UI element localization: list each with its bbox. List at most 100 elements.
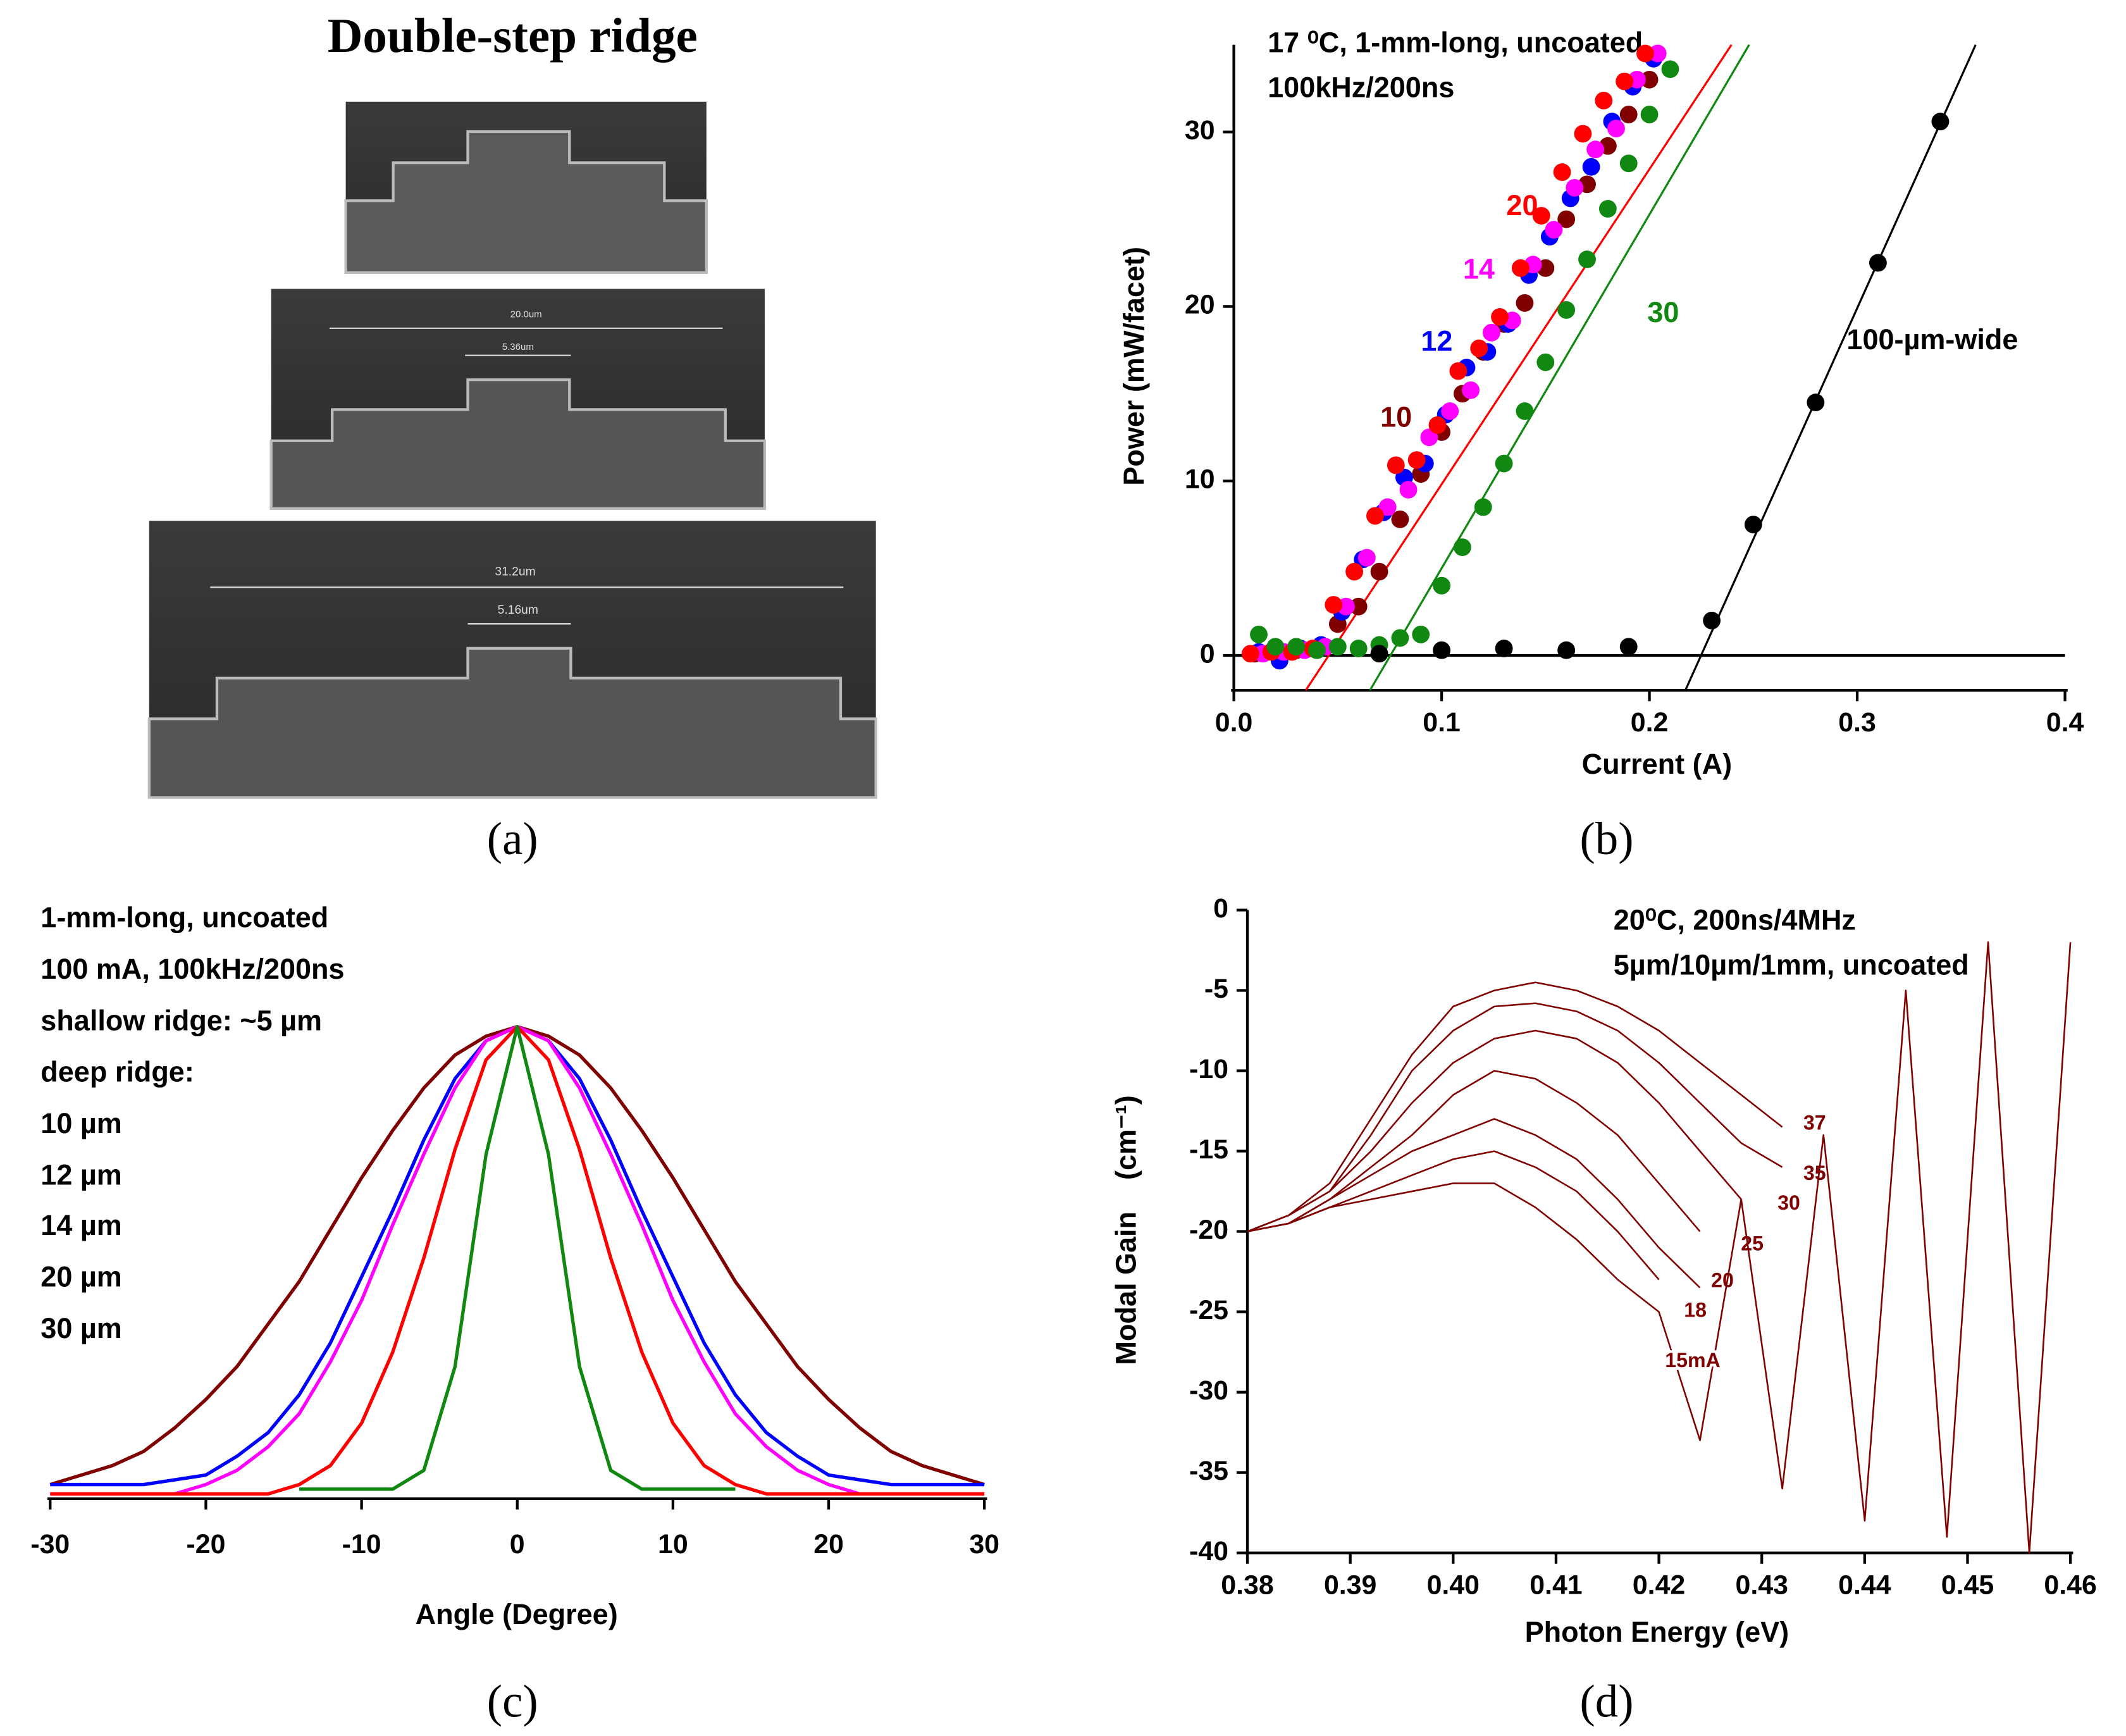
point (1640, 106, 1659, 123)
x-tick-label: 0.45 (1941, 1570, 1994, 1601)
point (1619, 154, 1638, 173)
x-tick-label: 0.42 (1633, 1570, 1685, 1601)
x-tick-label: 0 (510, 1529, 525, 1559)
fit-line (1304, 44, 1733, 691)
point (1557, 210, 1576, 228)
series-label: 20 (1506, 189, 1538, 221)
point (1453, 538, 1471, 556)
y-tick-label: 20 (1185, 290, 1215, 320)
point (1357, 549, 1376, 567)
x-tick-label: 20 (813, 1529, 844, 1559)
y-tick-label: 0 (1200, 638, 1215, 669)
y-tick-label: -35 (1189, 1456, 1228, 1486)
point (1482, 323, 1500, 342)
point (1636, 44, 1654, 63)
point (1495, 454, 1513, 473)
point (1703, 611, 1721, 629)
chart: -30 -20 -10 0 10 20 30 Angle (Degree) 1-mm-long,… (30, 901, 999, 1630)
point (1582, 158, 1600, 176)
point (1412, 625, 1430, 643)
x-tick-label: 10 (658, 1529, 688, 1559)
point (1491, 308, 1509, 326)
x-tick-label: 0.43 (1735, 1570, 1788, 1601)
x-axis-label: Photon Energy (eV) (1525, 1616, 1789, 1648)
series-line (299, 1025, 736, 1491)
point (1607, 120, 1625, 138)
measurement: 5.16um (498, 604, 538, 617)
series-line (1247, 1002, 1783, 1232)
chart: 0.0 0.1 0.2 0.3 0.4 0 10 20 30 Current (A) Power (… (1118, 27, 2084, 780)
point (1807, 394, 1825, 412)
caption: (b) (1580, 813, 1634, 864)
annotation: 100 mA, 100kHz/200ns (40, 953, 344, 985)
fit-line (1684, 44, 1977, 691)
point (1598, 200, 1617, 218)
point (1640, 70, 1659, 89)
y-tick-label: -40 (1189, 1536, 1228, 1566)
x-tick-label: 0.44 (1838, 1570, 1891, 1601)
y-axis-label: Modal Gain (cm⁻¹) (1109, 1095, 1142, 1365)
chart: 0.38 0.39 0.40 0.41 0.42 0.43 0.44 0.45 0.46 -40 -… (1109, 893, 2097, 1648)
point (1349, 640, 1368, 657)
point (1511, 259, 1530, 277)
point (1474, 498, 1492, 516)
panel-a-title: Double-step ridge (328, 8, 698, 63)
ridge-profile (269, 378, 767, 511)
y-tick-label: 0 (1213, 893, 1228, 924)
x-tick-label: 0.4 (2046, 707, 2084, 738)
y-tick-label: -15 (1189, 1134, 1228, 1165)
y-tick-label: 30 (1185, 115, 1215, 146)
series-label: 30 (1777, 1191, 1800, 1214)
x-tick-label: 0.40 (1427, 1570, 1480, 1601)
y-axis-label: Power (mW/facet) (1118, 247, 1150, 486)
x-tick-label: 30 (969, 1529, 999, 1559)
point (1661, 60, 1679, 78)
point (1566, 178, 1584, 197)
point (1648, 44, 1667, 63)
annotation: shallow ridge: ~5 µm (40, 1004, 322, 1036)
series-label: 18 (1684, 1299, 1707, 1322)
point (1433, 576, 1451, 595)
annotation: 17 ⁰C, 1-mm-long, uncoated, (1268, 27, 1651, 59)
series-label: 20 (1711, 1268, 1734, 1291)
annotation: 1-mm-long, uncoated (40, 901, 328, 933)
point (1308, 641, 1326, 659)
point (1287, 638, 1306, 656)
series-label: 14 (1463, 253, 1495, 285)
point (1616, 72, 1634, 90)
point (1578, 251, 1596, 268)
x-axis-label: Current (A) (1582, 748, 1732, 780)
series-label: 25 (1741, 1232, 1764, 1255)
point (1462, 381, 1480, 399)
caption: (d) (1580, 1676, 1634, 1727)
point (1266, 638, 1285, 656)
point (1241, 645, 1259, 663)
series-line (1247, 981, 1783, 1232)
x-tick-label: 0.1 (1423, 707, 1461, 738)
caption: (c) (487, 1676, 538, 1727)
x-tick-label: 0.3 (1838, 707, 1876, 738)
x-axis-label: Angle (Degree) (416, 1598, 618, 1630)
y-tick-label: -25 (1189, 1295, 1228, 1325)
caption: (a) (487, 813, 538, 864)
measurement: 31.2um (495, 566, 535, 579)
point (1433, 641, 1451, 659)
point (1345, 562, 1364, 581)
series-line (1247, 1118, 1701, 1289)
annotation: 100kHz/200ns (1268, 71, 1454, 103)
point (1532, 207, 1550, 225)
x-tick-label: -10 (342, 1529, 381, 1559)
point (1349, 597, 1368, 616)
y-tick-label: -10 (1189, 1054, 1228, 1084)
point (1370, 645, 1388, 663)
point (1553, 163, 1571, 182)
measurement: 20.0um (510, 309, 542, 319)
point (1428, 416, 1447, 434)
point (1516, 294, 1534, 312)
point (1931, 113, 1950, 131)
point (1391, 629, 1409, 647)
x-tick-label: -30 (30, 1529, 70, 1559)
point (1557, 641, 1576, 659)
point (1516, 402, 1534, 420)
